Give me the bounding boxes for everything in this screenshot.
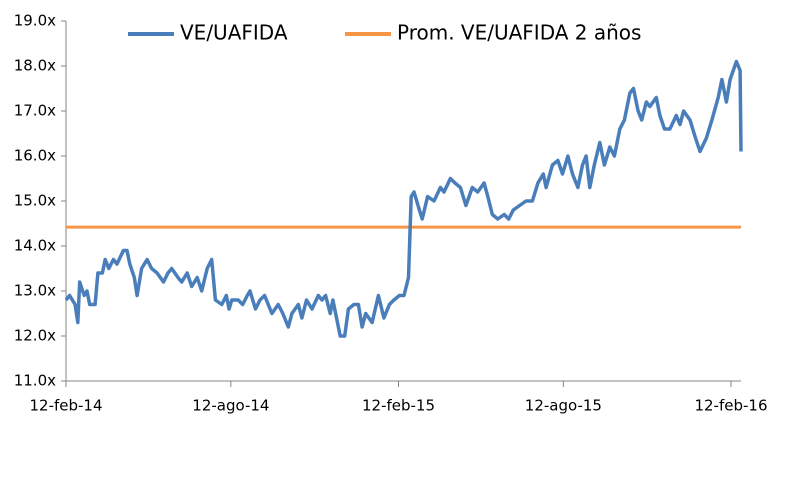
x-tick-label: 12-feb-14: [29, 397, 102, 415]
x-tick-label: 12-ago-14: [192, 397, 269, 415]
y-tick-label: 17.0x: [14, 102, 56, 120]
y-tick-label: 14.0x: [14, 237, 56, 255]
y-tick-label: 12.0x: [14, 327, 56, 345]
y-tick-label: 18.0x: [14, 57, 56, 75]
y-tick-label: 16.0x: [14, 147, 56, 165]
y-tick-label: 11.0x: [14, 372, 56, 390]
x-tick-label: 12-feb-15: [362, 397, 435, 415]
x-tick-label: 12-feb-16: [694, 397, 767, 415]
y-tick-label: 13.0x: [14, 282, 56, 300]
x-tick-label: 12-ago-15: [525, 397, 602, 415]
legend-text: VE/UAFIDA: [180, 21, 288, 45]
y-tick-label: 19.0x: [14, 12, 56, 30]
y-tick-label: 15.0x: [14, 192, 56, 210]
legend-text: Prom. VE/UAFIDA 2 años: [397, 21, 641, 45]
series-line: [64, 59, 743, 338]
